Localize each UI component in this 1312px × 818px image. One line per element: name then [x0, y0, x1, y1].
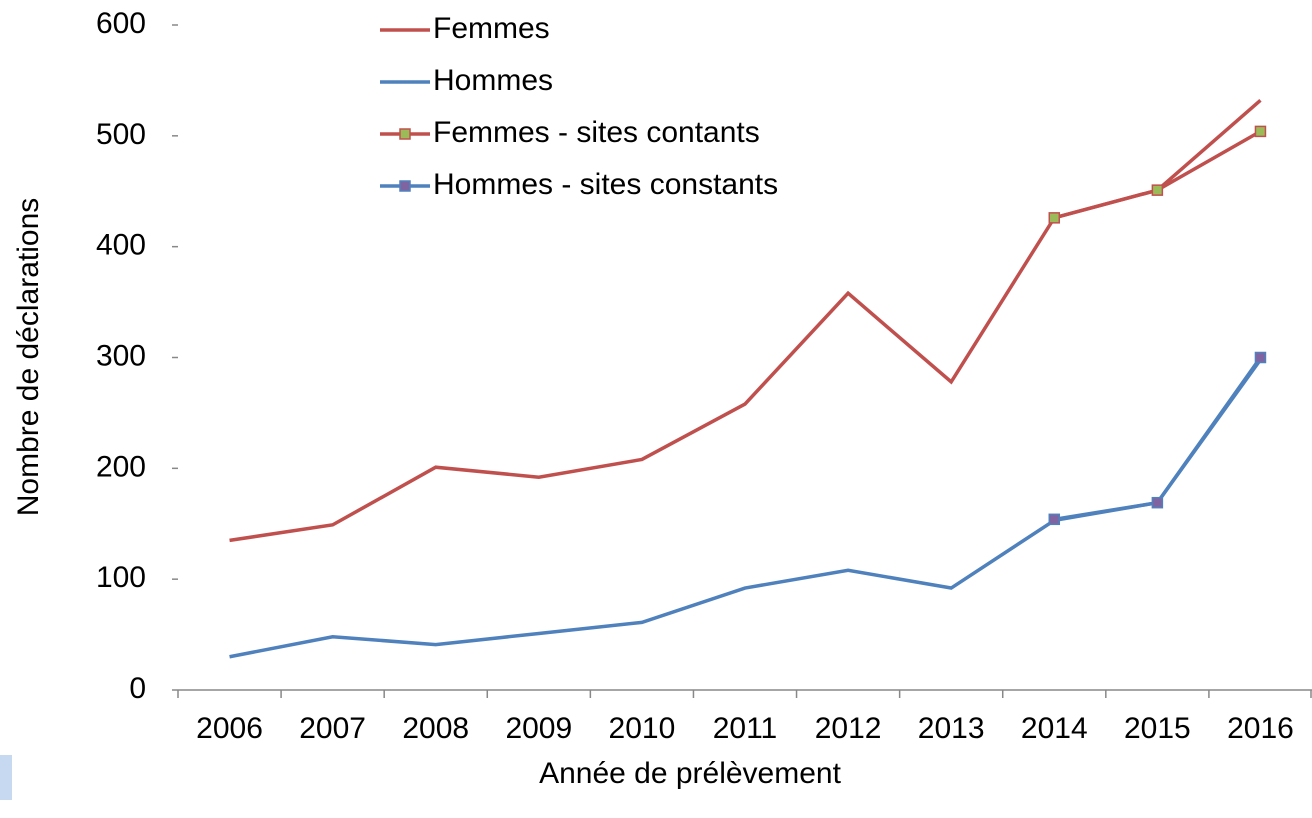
x-tick-label: 2014	[1021, 712, 1088, 745]
y-tick-label: 100	[96, 561, 146, 594]
x-tick-label: 2007	[299, 712, 366, 745]
series-line	[1053, 356, 1262, 522]
legend-label: Hommes	[433, 64, 553, 97]
y-tick-label: 200	[96, 450, 146, 483]
y-tick-label: 300	[96, 339, 146, 372]
x-tick-label: 2011	[713, 712, 778, 745]
x-tick-label: 2013	[918, 712, 985, 745]
y-tick-label: 0	[129, 672, 146, 705]
y-tick-label: 500	[96, 118, 146, 151]
legend-marker	[399, 128, 411, 140]
x-tick-label: 2016	[1227, 712, 1294, 745]
series-line	[229, 99, 1262, 543]
decoration	[0, 755, 12, 800]
marker	[1151, 184, 1164, 196]
y-tick-label: 600	[96, 7, 146, 40]
x-axis-title: Année de prélèvement	[539, 757, 842, 790]
marker	[1048, 513, 1061, 526]
legend-marker	[399, 180, 411, 192]
x-tick-label: 2008	[402, 712, 469, 745]
marker	[1254, 125, 1267, 138]
marker	[1254, 351, 1267, 364]
legend-label: Hommes - sites constants	[433, 168, 778, 201]
x-tick-label: 2009	[505, 712, 572, 745]
legend-label: Femmes	[433, 12, 550, 45]
marker	[1151, 496, 1164, 509]
y-tick-label: 400	[96, 229, 146, 262]
x-tick-label: 2006	[196, 712, 263, 745]
y-axis-title: Nombre de déclarations	[12, 198, 45, 517]
series-line	[1053, 129, 1262, 220]
x-tick-label: 2015	[1124, 712, 1191, 745]
marker	[1048, 212, 1061, 224]
x-tick-label: 2010	[609, 712, 676, 745]
x-tick-label: 2012	[815, 712, 882, 745]
legend-label: Femmes - sites contants	[433, 116, 760, 149]
